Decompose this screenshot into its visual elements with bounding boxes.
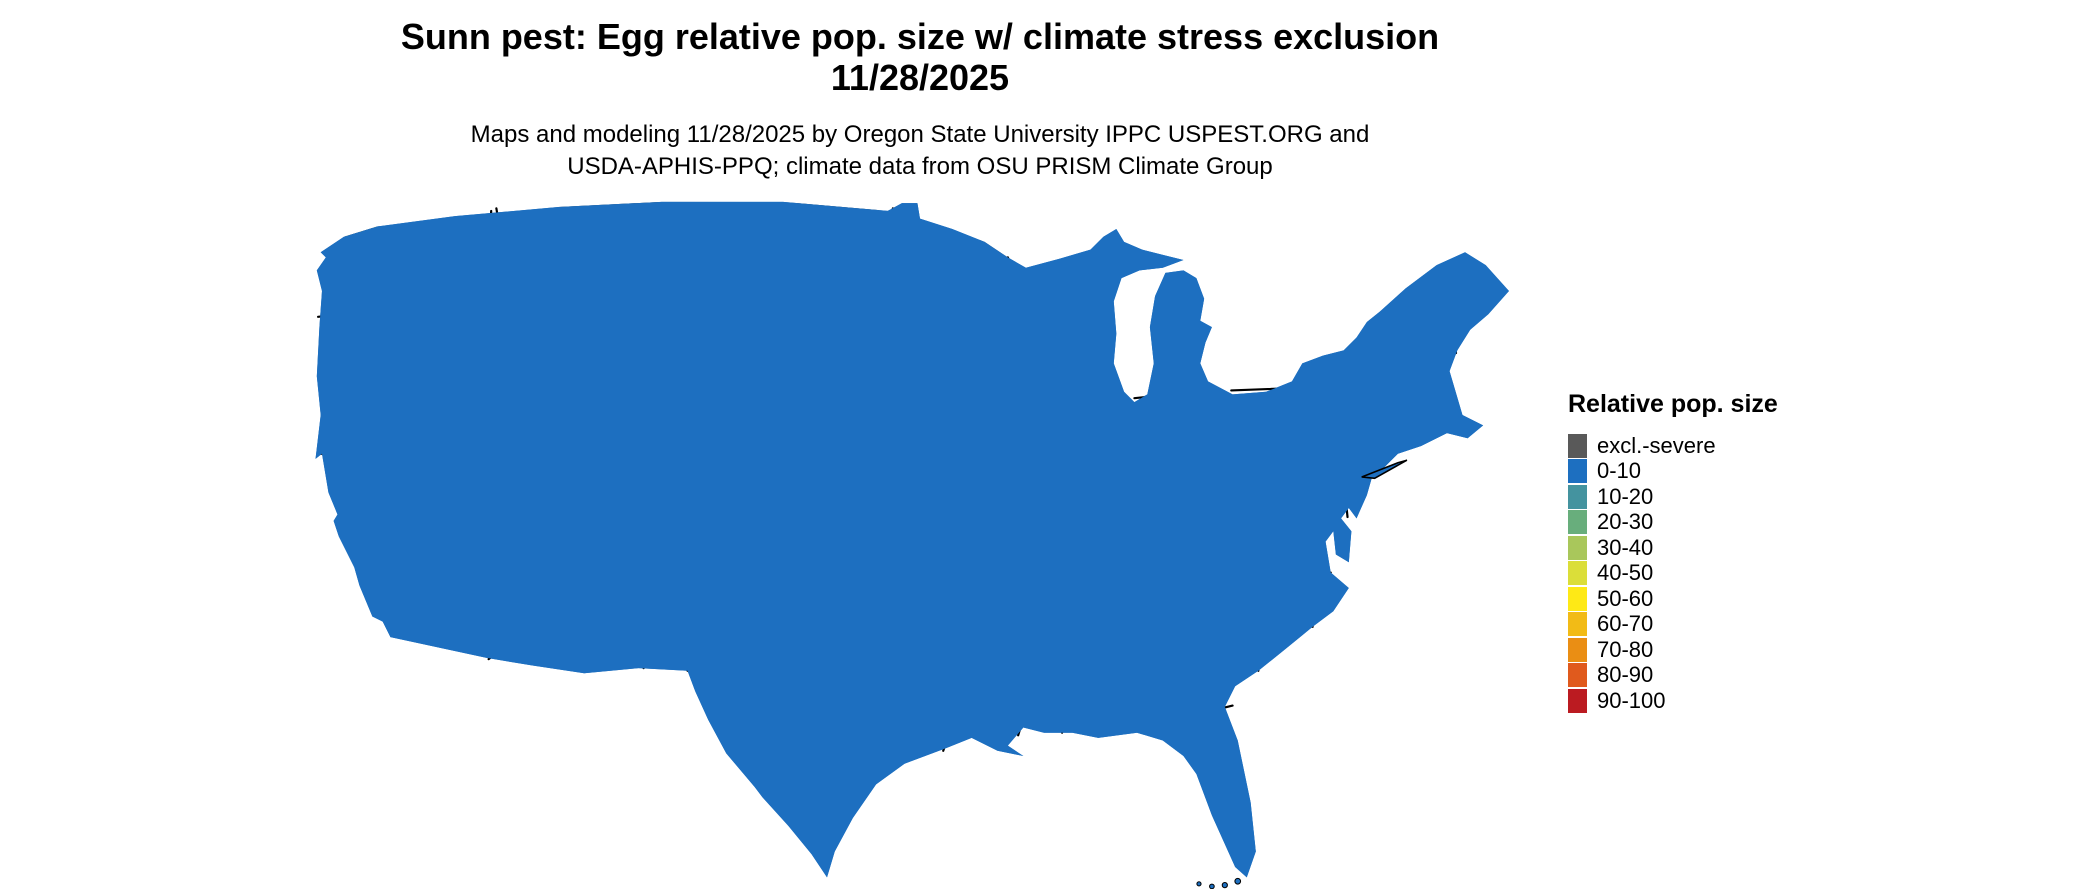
legend-item-90-100: 90-100	[1568, 688, 1888, 714]
map-container	[300, 198, 1540, 889]
florida-keys-dot	[1209, 883, 1215, 889]
legend-swatch-30-40	[1568, 535, 1587, 560]
legend-label: 50-60	[1597, 585, 1654, 611]
legend-label: 60-70	[1597, 611, 1654, 637]
florida-keys-dot	[1196, 881, 1202, 887]
legend-label: 0-10	[1597, 458, 1642, 484]
legend-label: excl.-severe	[1597, 432, 1716, 458]
legend-item-30-40: 30-40	[1568, 535, 1888, 561]
legend-item-60-70: 60-70	[1568, 611, 1888, 638]
legend-label: 10-20	[1597, 483, 1654, 509]
long-island	[1361, 459, 1408, 480]
legend-item-70-80: 70-80	[1568, 637, 1888, 663]
map-subtitle: Maps and modeling 11/28/2025 by Oregon S…	[0, 119, 1840, 184]
legend-item-40-50: 40-50	[1568, 560, 1888, 587]
legend-label: 90-100	[1597, 687, 1666, 713]
legend-label: 80-90	[1597, 662, 1654, 688]
legend-swatch-10-20	[1568, 484, 1587, 509]
legend-label: 30-40	[1597, 534, 1654, 560]
map-title-line1: Sunn pest: Egg relative pop. size w/ cli…	[400, 16, 1440, 57]
legend-item-80-90: 80-90	[1568, 662, 1888, 689]
legend-swatch-90-100	[1568, 688, 1587, 713]
legend-title: Relative pop. size	[1568, 390, 1778, 418]
legend-item-excl-severe: excl.-severe	[1568, 433, 1888, 459]
legend-item-10-20: 10-20	[1568, 484, 1888, 510]
header: Sunn pest: Egg relative pop. size w/ cli…	[0, 16, 1840, 184]
legend-swatch-excl-severe	[1568, 433, 1587, 458]
legend: Relative pop. size excl.-severe 0-10 10-…	[1568, 390, 1888, 714]
legend-swatch-50-60	[1568, 586, 1587, 611]
map-subtitle-line2: USDA-APHIS-PPQ; climate data from OSU PR…	[567, 153, 1273, 181]
legend-swatch-20-30	[1568, 510, 1587, 535]
legend-item-20-30: 20-30	[1568, 509, 1888, 536]
legend-swatch-60-70	[1568, 612, 1587, 637]
legend-swatch-0-10	[1568, 459, 1587, 484]
florida-keys	[1196, 877, 1242, 889]
legend-swatch-70-80	[1568, 637, 1587, 662]
us-map	[313, 200, 1511, 889]
legend-label: 70-80	[1597, 636, 1654, 662]
florida-keys-dot	[1234, 877, 1242, 885]
florida-keys-dot	[1221, 882, 1228, 889]
legend-swatch-80-90	[1568, 663, 1587, 688]
us-outline-stroke	[313, 200, 1511, 880]
legend-item-0-10: 0-10	[1568, 458, 1888, 485]
legend-label: 40-50	[1597, 560, 1654, 586]
legend-swatch-40-50	[1568, 561, 1587, 586]
map-title-date: 11/28/2025	[830, 57, 1010, 99]
legend-label: 20-30	[1597, 509, 1654, 535]
legend-item-50-60: 50-60	[1568, 586, 1888, 612]
map-subtitle-line1: Maps and modeling 11/28/2025 by Oregon S…	[470, 120, 1370, 148]
